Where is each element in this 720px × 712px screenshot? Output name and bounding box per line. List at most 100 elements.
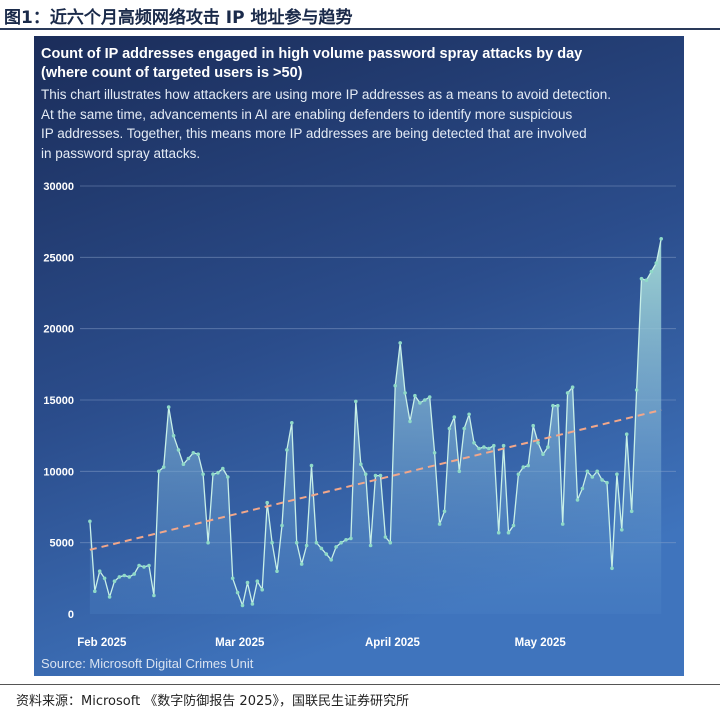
y-tick-label: 0	[68, 609, 74, 621]
x-tick-label: Mar 2025	[215, 637, 265, 649]
data-point	[644, 278, 649, 282]
data-point	[339, 540, 343, 545]
data-point	[492, 443, 496, 448]
data-point	[132, 572, 136, 576]
data-point	[413, 393, 417, 398]
data-point	[437, 522, 442, 526]
data-point	[334, 545, 338, 549]
data-point	[629, 509, 634, 514]
data-point	[260, 587, 264, 592]
data-point	[157, 469, 161, 474]
data-point	[161, 465, 166, 469]
data-point	[97, 569, 102, 573]
data-point	[324, 552, 329, 556]
subtitle-line: IP addresses. Together, this means more …	[41, 126, 587, 141]
data-point	[546, 445, 550, 449]
data-point	[354, 399, 358, 404]
subtitle-line: in password spray attacks.	[41, 145, 201, 161]
y-tick-label: 25000	[43, 252, 74, 264]
data-point	[230, 576, 235, 581]
data-point	[496, 530, 501, 535]
data-point	[373, 473, 378, 478]
data-point	[152, 593, 156, 598]
data-point	[620, 528, 624, 532]
data-point	[452, 415, 457, 419]
data-point	[408, 419, 412, 424]
data-point	[610, 566, 614, 571]
data-point	[521, 465, 526, 469]
data-point	[314, 540, 319, 545]
data-point	[487, 446, 491, 451]
data-point	[344, 538, 348, 542]
data-point	[447, 426, 452, 431]
data-point	[403, 391, 407, 395]
data-point	[290, 421, 294, 425]
y-tick-label: 5000	[50, 538, 74, 550]
data-point	[304, 543, 309, 548]
data-point	[472, 441, 476, 445]
data-point	[181, 462, 186, 467]
data-point	[393, 383, 398, 388]
footnote: 资料来源：Microsoft 《数字防御报告 2025》，国联民生证券研究所	[16, 694, 410, 709]
chart-title: Count of IP addresses engaged in high vo…	[41, 45, 671, 83]
data-point	[378, 473, 383, 478]
data-point	[516, 472, 521, 477]
data-point	[427, 395, 432, 399]
data-point	[245, 580, 250, 585]
chart-source: Source: Microsoft Digital Crimes Unit	[41, 656, 254, 671]
chart-title-line2: (where count of targeted users is >50)	[41, 65, 303, 81]
data-point	[211, 472, 215, 477]
chart-panel: 30000 25000 20000 15000 10000 5000 0 Feb 2025 M…	[34, 36, 684, 676]
data-point	[659, 237, 663, 241]
data-point	[551, 403, 555, 408]
chart-svg: 30000 25000 20000 15000 10000 5000 0 Feb 2025 M…	[34, 36, 684, 676]
data-point	[191, 451, 196, 455]
data-point	[309, 463, 314, 468]
data-point	[649, 269, 654, 274]
data-point	[580, 486, 585, 491]
data-point	[615, 472, 619, 477]
data-point	[235, 590, 240, 595]
data-point	[186, 456, 191, 461]
x-tick-label: Feb 2025	[77, 637, 127, 649]
data-point	[590, 475, 595, 479]
data-point	[265, 500, 269, 505]
data-point	[368, 543, 373, 548]
data-point	[477, 446, 481, 451]
data-point	[423, 398, 427, 402]
data-point	[88, 519, 92, 524]
data-point	[501, 443, 506, 448]
data-point	[654, 261, 659, 265]
chart-title-line1: Count of IP addresses engaged in high vo…	[41, 46, 583, 62]
data-point	[536, 441, 540, 445]
x-tick-label: April 2025	[365, 637, 421, 649]
data-point	[556, 403, 560, 408]
figure-title: 图1：近六个月高频网络攻击 IP 地址参与趋势	[4, 8, 353, 28]
data-point	[600, 478, 604, 482]
data-point	[359, 462, 363, 467]
y-tick-label: 15000	[43, 395, 74, 407]
data-point	[201, 472, 205, 477]
data-point	[112, 579, 117, 583]
data-point	[117, 575, 122, 579]
data-point	[398, 341, 403, 345]
y-tick-label: 30000	[43, 181, 74, 193]
data-point	[176, 448, 181, 452]
data-point	[418, 401, 422, 405]
data-point	[541, 452, 545, 457]
subtitle-line: At the same time, advancements in AI are…	[41, 106, 573, 122]
chart-subtitle: This chart illustrates how attackers are…	[41, 85, 641, 163]
data-point	[319, 546, 324, 551]
data-point	[506, 530, 511, 535]
data-point	[575, 498, 580, 502]
x-tick-label: May 2025	[515, 637, 567, 649]
data-point	[240, 603, 245, 608]
data-point	[595, 469, 599, 474]
trend-line	[89, 409, 662, 551]
data-point	[250, 602, 255, 606]
subtitle-line: This chart illustrates how attackers are…	[41, 87, 612, 102]
data-point	[206, 540, 210, 545]
data-point	[531, 423, 535, 428]
data-point	[585, 469, 590, 474]
data-point	[462, 426, 467, 431]
